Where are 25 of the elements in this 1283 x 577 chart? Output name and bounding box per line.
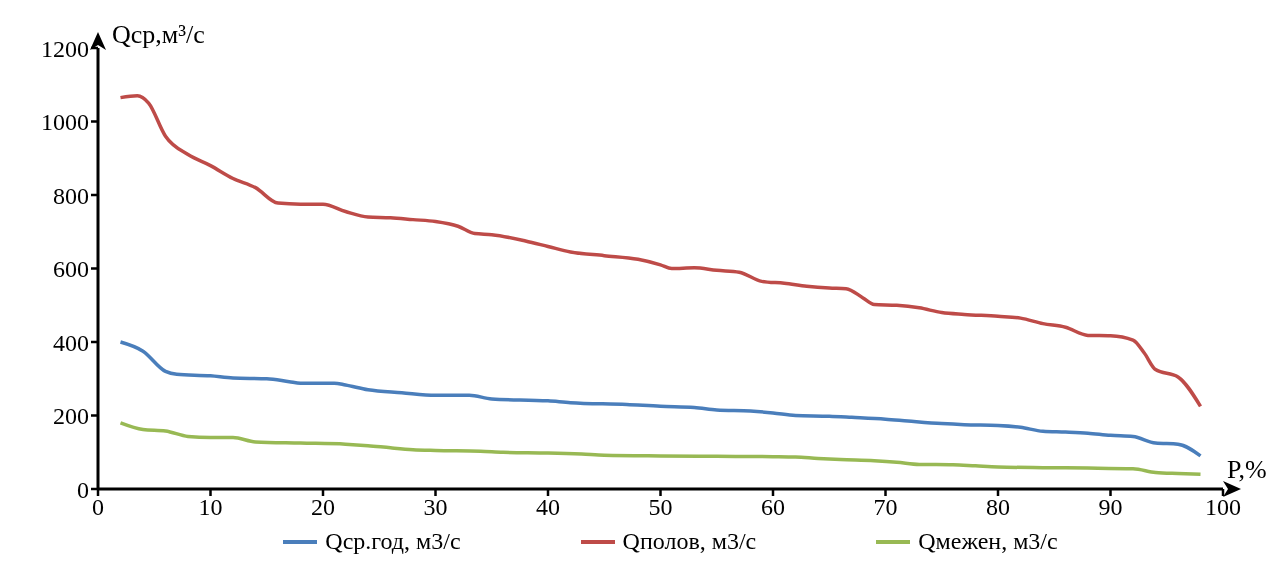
x-tick-label: 60 <box>761 494 785 521</box>
x-tick-label: 10 <box>198 494 223 521</box>
y-tick-label: 600 <box>53 256 89 283</box>
x-tick-label: 30 <box>423 494 448 521</box>
y-axis-title: Qср,м³/с <box>112 20 205 50</box>
x-tick-label: 80 <box>986 494 1010 521</box>
line-series <box>118 421 1203 477</box>
legend-label: Qполов, м3/с <box>622 528 757 555</box>
x-tick-label: 100 <box>1205 494 1241 521</box>
y-tick-label: 1200 <box>41 35 89 62</box>
x-axis-title: P,% <box>1227 455 1267 485</box>
x-tick-label: 90 <box>1098 494 1123 521</box>
legend-label: Qср.год, м3/с <box>325 528 461 555</box>
y-tick-label: 200 <box>53 403 89 430</box>
x-tick-label: 70 <box>873 494 898 521</box>
x-tick-label: 20 <box>311 494 335 521</box>
line-series <box>118 94 1203 409</box>
y-tick-label: 1000 <box>41 109 89 136</box>
x-tick-label: 40 <box>536 494 560 521</box>
y-tick-label: 0 <box>77 476 89 503</box>
legend-label: Qмежен, м3/с <box>918 528 1058 555</box>
x-tick-label: 50 <box>648 494 673 521</box>
line-series <box>118 340 1203 458</box>
y-tick-label: 400 <box>53 329 89 356</box>
y-tick-label: 800 <box>53 182 89 209</box>
